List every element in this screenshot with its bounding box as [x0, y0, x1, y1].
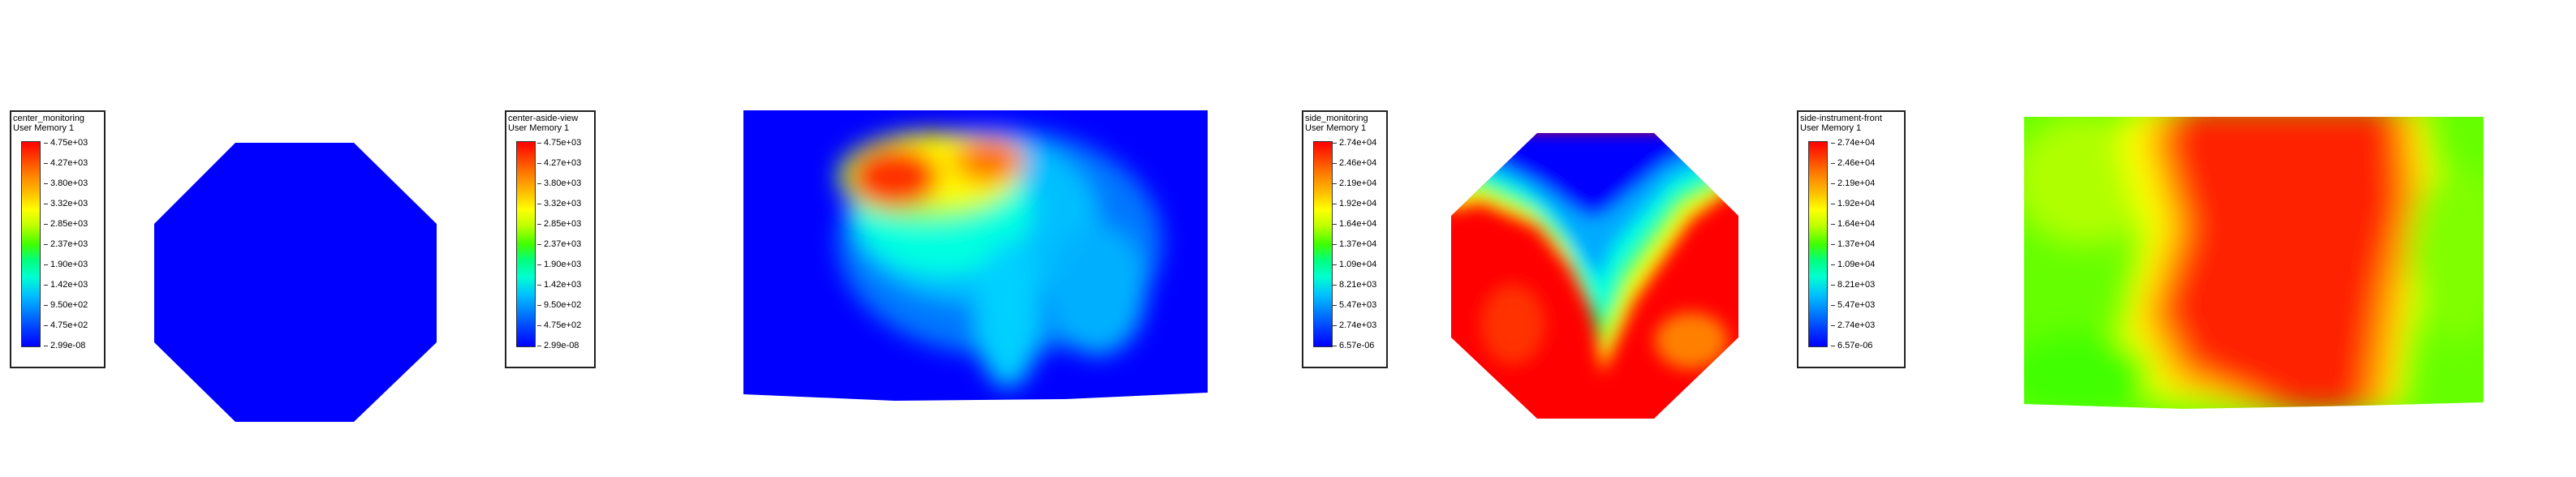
tick-label: 2.74e+03	[1830, 320, 1876, 330]
tick-label: 4.75e+02	[536, 320, 582, 330]
tick-label: 2.37e+03	[536, 239, 582, 249]
tick-label: 4.27e+03	[43, 158, 88, 168]
tick-label: 1.90e+03	[43, 260, 88, 269]
tick-label: 3.80e+03	[536, 178, 582, 188]
tick-label: 2.74e+03	[1332, 320, 1377, 330]
legend-subtitle: User Memory 1	[1305, 123, 1367, 133]
octagon-contour-plot-center	[154, 143, 437, 422]
tick-label: 5.47e+03	[1332, 300, 1377, 310]
tick-label: 8.21e+03	[1830, 280, 1876, 290]
tick-label: 2.46e+04	[1332, 158, 1377, 168]
tick-label: 2.99e-08	[536, 341, 579, 350]
legend-side-instrument-front: side-instrument-front User Memory 1 2.74…	[1797, 110, 1906, 368]
tick-label: 1.37e+04	[1332, 239, 1377, 249]
tick-label: 2.19e+04	[1332, 178, 1377, 188]
legend-title: side_monitoring	[1305, 114, 1368, 123]
tick-label: 9.50e+02	[536, 300, 582, 310]
legend-side-monitoring: side_monitoring User Memory 1 2.74e+04 2…	[1302, 110, 1388, 368]
tick-label: 4.27e+03	[536, 158, 582, 168]
tick-label: 2.19e+04	[1830, 178, 1876, 188]
rect-contour-plot-center-aside	[743, 110, 1208, 401]
tick-label: 1.92e+04	[1830, 199, 1876, 208]
tick-label: 3.32e+03	[43, 199, 88, 208]
tick-label: 1.37e+04	[1830, 239, 1876, 249]
tick-label: 1.09e+04	[1332, 260, 1377, 269]
colorbar	[21, 141, 41, 347]
colorbar	[516, 141, 536, 347]
tick-label: 8.21e+03	[1332, 280, 1377, 290]
colorbar	[1808, 141, 1828, 347]
legend-title: side-instrument-front	[1800, 114, 1882, 123]
legend-subtitle: User Memory 1	[508, 123, 570, 133]
tick-label: 1.09e+04	[1830, 260, 1876, 269]
tick-label: 1.64e+04	[1830, 219, 1876, 229]
legend-subtitle: User Memory 1	[13, 123, 75, 133]
tick-label: 3.32e+03	[536, 199, 582, 208]
rect-contour-plot-side-instrument	[2024, 117, 2483, 409]
tick-label: 2.74e+04	[1332, 138, 1377, 148]
tick-label: 4.75e+02	[43, 320, 88, 330]
tick-label: 6.57e-06	[1332, 341, 1375, 350]
octagon-contour-plot-side	[1451, 133, 1738, 419]
legend-subtitle: User Memory 1	[1800, 123, 1862, 133]
tick-label: 3.80e+03	[43, 178, 88, 188]
tick-label: 1.90e+03	[536, 260, 582, 269]
tick-label: 1.42e+03	[43, 280, 88, 290]
tick-label: 6.57e-06	[1830, 341, 1873, 350]
tick-label: 2.85e+03	[43, 219, 88, 229]
colorbar	[1313, 141, 1333, 347]
tick-label: 1.42e+03	[536, 280, 582, 290]
legend-title: center_monitoring	[13, 114, 85, 123]
tick-label: 2.37e+03	[43, 239, 88, 249]
tick-label: 9.50e+02	[43, 300, 88, 310]
tick-label: 1.64e+04	[1332, 219, 1377, 229]
legend-center-monitoring: center_monitoring User Memory 1 4.75e+03…	[10, 110, 106, 368]
tick-label: 2.85e+03	[536, 219, 582, 229]
legend-center-aside-view: center-aside-view User Memory 1 4.75e+03…	[505, 110, 596, 368]
tick-label: 5.47e+03	[1830, 300, 1876, 310]
tick-label: 2.74e+04	[1830, 138, 1876, 148]
tick-label: 4.75e+03	[536, 138, 582, 148]
tick-label: 4.75e+03	[43, 138, 88, 148]
legend-title: center-aside-view	[508, 114, 579, 123]
tick-label: 1.92e+04	[1332, 199, 1377, 208]
tick-label: 2.99e-08	[43, 341, 86, 350]
tick-label: 2.46e+04	[1830, 158, 1876, 168]
